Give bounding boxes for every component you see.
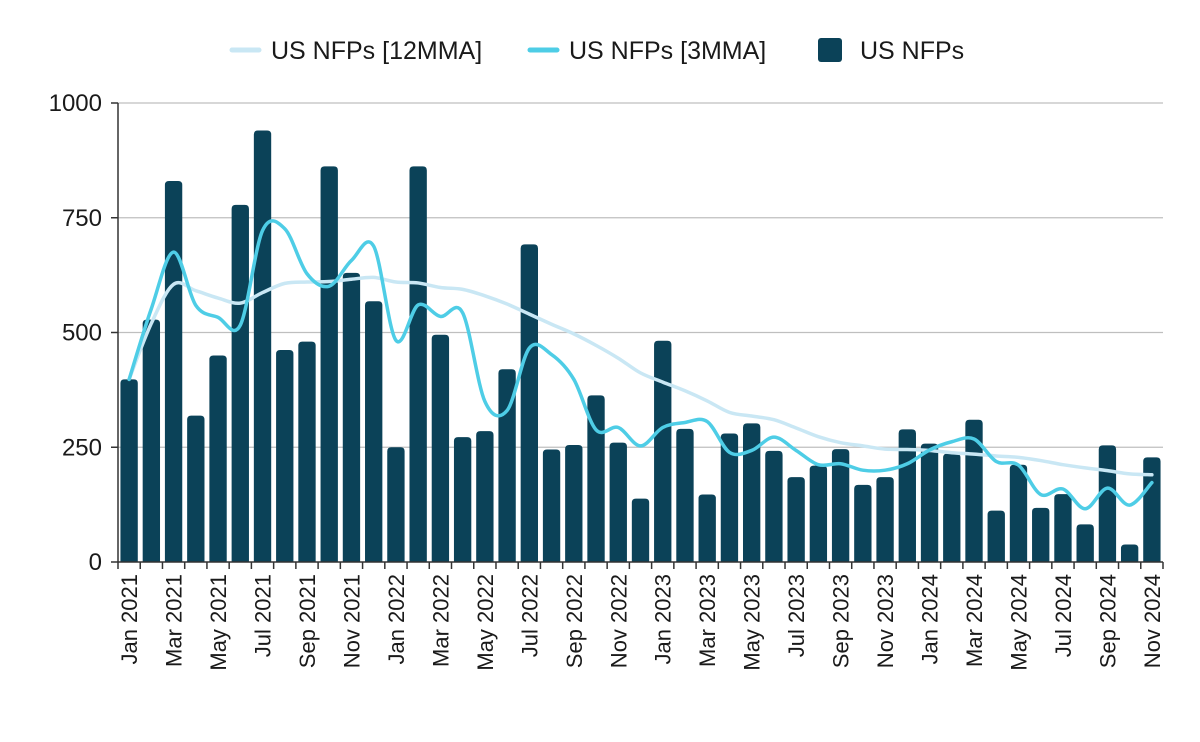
- bar: [742, 423, 761, 562]
- bar: [698, 494, 716, 562]
- bar: [387, 447, 405, 562]
- bar: [164, 181, 183, 562]
- x-tick-label: May 2021: [206, 574, 231, 671]
- bar: [787, 477, 805, 562]
- x-tick-label: Jan 2023: [651, 574, 676, 665]
- x-tick-label: Jan 2022: [384, 574, 409, 665]
- bar: [854, 484, 872, 562]
- x-tick-label: Jan 2024: [918, 574, 943, 665]
- bar: [654, 340, 672, 562]
- x-axis-ticks: Jan 2021 Mar 2021 May 2021 Jul 2021 Sep 2021…: [117, 574, 1165, 671]
- x-tick-label: Sep 2022: [562, 574, 587, 668]
- x-tick-label: Jan 2021: [117, 574, 142, 665]
- legend: US NFPs [12MMA] US NFPs [3MMA] US NFPs: [229, 37, 964, 65]
- y-tick-label: 500: [62, 320, 102, 347]
- line-series: [127, 219, 1154, 511]
- bar: [987, 510, 1005, 562]
- bar: [1120, 544, 1139, 562]
- bar: [1054, 494, 1072, 562]
- axes: [111, 102, 1164, 569]
- bar: [587, 395, 605, 562]
- bar: [609, 442, 627, 562]
- bar: [365, 301, 383, 562]
- bar: [187, 415, 205, 562]
- legend-label-us-nfps-12mma: US NFPs [12MMA]: [271, 37, 482, 65]
- x-tick-label: May 2024: [1006, 574, 1031, 671]
- legend-swatch-us-nfps: [818, 38, 842, 62]
- bar: [253, 130, 272, 563]
- bar: [965, 419, 983, 562]
- x-tick-label: Nov 2021: [339, 574, 364, 668]
- bar: [565, 444, 583, 562]
- y-tick-label: 0: [89, 549, 102, 576]
- x-tick-label: May 2022: [473, 574, 498, 671]
- line-us-nfps-3mma: [127, 219, 1154, 511]
- bar: [498, 369, 516, 562]
- bar-series-us-nfps: [120, 130, 1161, 563]
- bar: [409, 166, 427, 563]
- bar: [765, 450, 783, 562]
- bar: [920, 443, 939, 562]
- bar: [1076, 524, 1094, 562]
- x-tick-label: Jul 2022: [517, 574, 542, 657]
- bar: [209, 355, 227, 562]
- bar: [1032, 507, 1050, 562]
- bar: [298, 341, 316, 562]
- x-tick-label: May 2023: [740, 574, 765, 671]
- x-tick-label: Sep 2021: [295, 574, 320, 668]
- x-tick-label: Sep 2023: [829, 574, 854, 668]
- bar: [1009, 464, 1028, 562]
- bar: [231, 204, 249, 562]
- bar: [520, 244, 539, 562]
- bar: [142, 319, 161, 562]
- x-tick-label: Jul 2021: [251, 574, 276, 657]
- x-tick-label: Nov 2023: [873, 574, 898, 668]
- bar: [631, 498, 650, 562]
- bar: [1098, 445, 1117, 562]
- bar: [831, 449, 850, 562]
- x-tick-label: Nov 2022: [606, 574, 631, 668]
- bar: [453, 437, 472, 562]
- bar: [542, 449, 561, 562]
- x-tick-label: Mar 2023: [695, 574, 720, 667]
- line-us-nfps-12mma: [127, 275, 1154, 477]
- y-axis-ticks: 0 250 500 750 1000: [49, 90, 102, 576]
- x-tick-label: Sep 2024: [1095, 574, 1120, 668]
- x-tick-label: Mar 2024: [962, 574, 987, 667]
- y-tick-label: 750: [62, 205, 102, 232]
- x-tick-label: Mar 2021: [162, 574, 187, 667]
- bar: [342, 272, 361, 562]
- bar: [476, 431, 494, 562]
- x-tick-label: Mar 2022: [428, 574, 453, 667]
- legend-label-us-nfps-3mma: US NFPs [3MMA]: [569, 37, 766, 65]
- gridlines: [118, 102, 1163, 448]
- bar: [676, 428, 694, 562]
- legend-label-us-nfps: US NFPs: [860, 37, 964, 65]
- y-tick-label: 1000: [49, 90, 102, 117]
- x-tick-label: Jul 2023: [784, 574, 809, 657]
- x-tick-label: Jul 2024: [1051, 574, 1076, 657]
- y-tick-label: 250: [62, 434, 102, 461]
- bar: [720, 433, 739, 562]
- bar: [120, 379, 138, 562]
- bar: [276, 349, 294, 562]
- bar: [876, 477, 894, 562]
- x-tick-label: Nov 2024: [1140, 574, 1165, 668]
- bar: [320, 166, 338, 563]
- bar: [431, 334, 450, 562]
- bar: [943, 453, 961, 562]
- bar: [809, 465, 828, 562]
- bar: [1143, 457, 1161, 562]
